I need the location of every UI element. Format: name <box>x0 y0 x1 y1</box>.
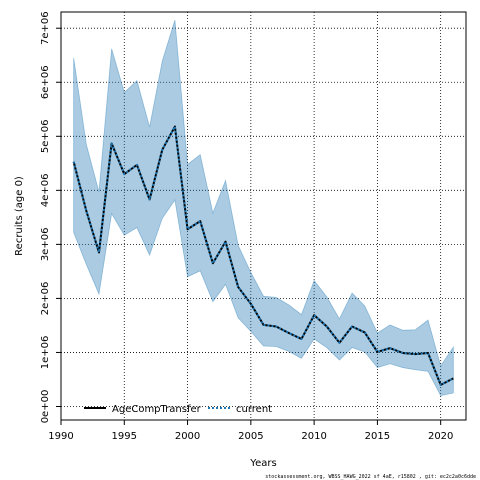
y-tick-label-2: 2e+06 <box>40 282 51 316</box>
y-tick-label-3: 3e+06 <box>40 228 51 262</box>
series-line-layer <box>72 125 454 386</box>
y-axis-title: Recruits (age 0) <box>14 176 25 256</box>
x-tick-label-5: 2015 <box>365 431 390 442</box>
legend-label-current: current <box>236 404 272 415</box>
x-tick-label-6: 2020 <box>428 431 453 442</box>
legend-label-agecomptransfer: AgeCompTransfer <box>112 404 202 415</box>
y-tick-label-7: 7e+06 <box>40 11 51 45</box>
plot-frame <box>60 11 467 421</box>
x-tick-label-0: 1990 <box>48 431 73 442</box>
y-tick-label-1: 1e+06 <box>40 336 51 370</box>
y-tick-label-4: 4e+06 <box>40 174 51 208</box>
x-axis: 1990 1995 2000 2005 2010 2015 2020 <box>48 420 453 442</box>
x-tick-label-2: 2000 <box>175 431 200 442</box>
y-tick-label-0: 0e+00 <box>40 390 51 424</box>
x-tick-label-1: 1995 <box>112 431 137 442</box>
y-tick-label-5: 5e+06 <box>40 119 51 153</box>
x-tick-label-4: 2010 <box>301 431 326 442</box>
y-axis: 0e+00 1e+06 2e+06 3e+06 4e+06 5e+06 6e+06 7e+06 <box>40 11 61 423</box>
confidence-band-0 <box>73 19 454 397</box>
confidence-band-layer <box>73 19 454 397</box>
legend: AgeCompTransfer current <box>84 404 272 415</box>
x-axis-title: Years <box>249 458 276 469</box>
footnote: stockassessment.org, WBSS_HAWG_2022 sf 4… <box>265 474 476 480</box>
x-tick-label-3: 2005 <box>238 431 263 442</box>
series-line-current <box>72 125 454 386</box>
y-tick-label-6: 6e+06 <box>40 65 51 99</box>
